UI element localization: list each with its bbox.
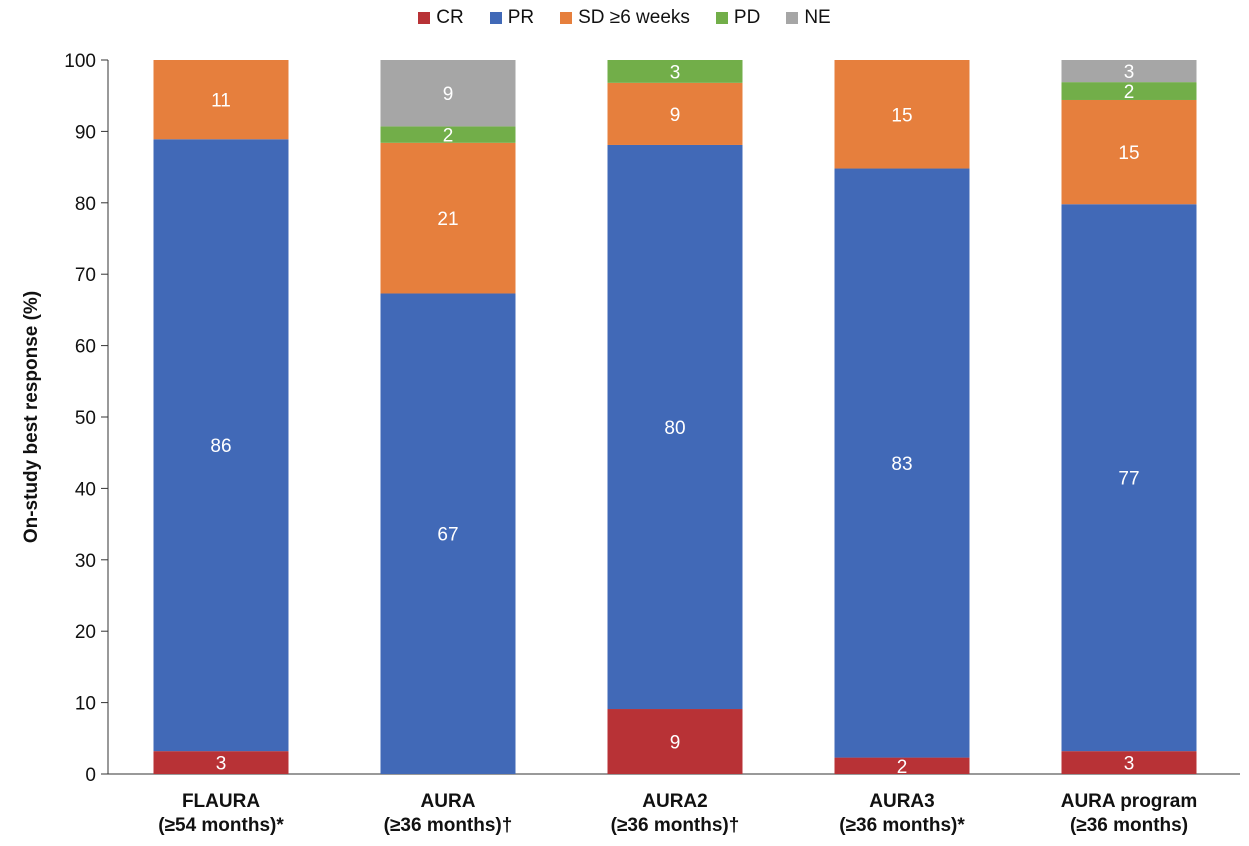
x-tick-label-line2: (≥54 months)* (158, 815, 284, 836)
data-label: 77 (1118, 469, 1139, 490)
bar-segment-pr (153, 139, 289, 752)
bar-segment-pr (834, 168, 970, 758)
x-tick-label: AURA3 (≥36 months)* (802, 790, 1002, 838)
bar-segment-cr (153, 751, 289, 774)
data-label: 9 (443, 84, 454, 105)
legend-item: CR (418, 7, 464, 29)
x-tick-label-line2: (≥36 months) (1069, 815, 1189, 836)
legend-item: PD (715, 7, 761, 29)
legend-label: NE (804, 7, 831, 28)
data-label: 3 (216, 754, 227, 775)
data-label: 2 (443, 126, 454, 147)
y-tick-label: 30 (75, 551, 96, 572)
x-tick-label: AURA2 (≥36 months)† (575, 790, 775, 838)
legend-label: CR (436, 7, 464, 28)
bar-segment-sd (153, 60, 289, 140)
x-tick-label-line1: AURA program (1060, 791, 1198, 812)
y-tick-label: 40 (75, 479, 96, 500)
bar-segment-pd (380, 126, 516, 143)
y-axis-title: On-study best response (%) (21, 290, 42, 544)
data-label: 80 (664, 418, 685, 439)
bar-segment-ne (380, 60, 516, 127)
x-tick-label-line1: AURA2 (642, 791, 708, 812)
bar-segment-pd (1061, 82, 1197, 100)
bar-segment-pr (607, 144, 743, 710)
legend-item: PR (489, 7, 535, 29)
x-tick-label-line2: (≥36 months)† (383, 815, 513, 836)
x-tick-label-line2: (≥36 months)* (839, 815, 965, 836)
legend-swatch (418, 12, 431, 24)
data-label: 9 (670, 733, 681, 754)
y-tick-label: 80 (75, 194, 96, 215)
legend-swatch (786, 12, 799, 24)
data-label: 9 (670, 105, 681, 126)
bar-segment-ne (1061, 60, 1197, 83)
bar-segment-pr (1061, 204, 1197, 752)
y-tick-label: 100 (64, 51, 96, 72)
y-tick-label: 10 (75, 694, 96, 715)
legend-swatch (489, 12, 502, 24)
bar-segment-sd (1061, 99, 1197, 205)
y-tick-label: 50 (75, 408, 96, 429)
x-tick-label: AURA (≥36 months)† (348, 790, 548, 838)
data-label: 86 (210, 436, 231, 457)
bar-segment-sd (834, 60, 970, 169)
bar-segment-pr (380, 293, 516, 774)
bar-segment-pd (607, 60, 743, 83)
legend-item: SD ≥6 weeks (560, 7, 690, 29)
x-tick-label-line1: AURA3 (869, 791, 935, 812)
x-tick-label-line2: (≥36 months)† (610, 815, 740, 836)
legend-label: PD (733, 7, 761, 28)
data-label: 83 (891, 454, 912, 475)
bar-segment-sd (607, 82, 743, 145)
data-label: 3 (1124, 754, 1135, 775)
bar-segment-sd (380, 142, 516, 294)
legend-swatch (560, 12, 573, 24)
data-label: 21 (437, 209, 458, 230)
data-label: 3 (1124, 62, 1135, 83)
legend-item: NE (786, 7, 831, 29)
bar-segment-cr (834, 757, 970, 774)
x-tick-label-line1: AURA (420, 791, 476, 812)
data-label: 2 (897, 757, 908, 778)
y-tick-label: 0 (85, 765, 96, 786)
y-tick-label: 20 (75, 622, 96, 643)
data-label: 2 (1124, 82, 1135, 103)
legend: CR PR SD ≥6 weeks PD NE (0, 4, 1249, 32)
y-tick-label: 90 (75, 122, 96, 143)
legend-swatch (715, 12, 728, 24)
data-label: 3 (670, 62, 681, 83)
data-label: 67 (437, 525, 458, 546)
legend-label: PR (507, 7, 535, 28)
bar-segment-cr (1061, 751, 1197, 774)
x-tick-label: AURA program (≥36 months) (1029, 790, 1229, 838)
y-tick-label: 60 (75, 337, 96, 358)
x-tick-label: FLAURA (≥54 months)* (121, 790, 321, 838)
y-tick-label: 70 (75, 265, 96, 286)
data-label: 15 (891, 105, 912, 126)
x-tick-label-line1: FLAURA (181, 791, 261, 812)
data-label: 11 (211, 91, 231, 112)
bar-segment-cr (607, 709, 743, 774)
legend-label: SD ≥6 weeks (578, 7, 690, 28)
data-label: 15 (1118, 143, 1139, 164)
